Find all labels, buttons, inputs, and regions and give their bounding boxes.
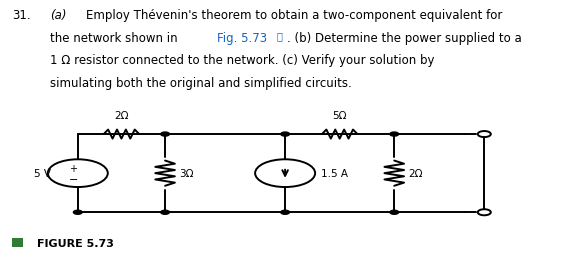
Text: . (b) Determine the power supplied to a: . (b) Determine the power supplied to a	[287, 31, 522, 44]
Text: ⧉: ⧉	[277, 31, 283, 41]
Circle shape	[161, 133, 170, 137]
Text: FIGURE 5.73: FIGURE 5.73	[37, 237, 114, 248]
FancyBboxPatch shape	[12, 238, 23, 247]
Text: +: +	[69, 164, 78, 173]
Text: −: −	[69, 175, 78, 185]
Text: Employ Thévenin's theorem to obtain a two-component equivalent for: Employ Thévenin's theorem to obtain a tw…	[86, 9, 503, 22]
Circle shape	[390, 133, 399, 137]
Text: 2Ω: 2Ω	[114, 111, 129, 121]
Text: 3Ω: 3Ω	[179, 168, 193, 179]
Text: 2Ω: 2Ω	[408, 168, 423, 179]
Circle shape	[390, 210, 399, 214]
Circle shape	[281, 210, 290, 214]
Text: 1 Ω resistor connected to the network. (c) Verify your solution by: 1 Ω resistor connected to the network. (…	[51, 54, 435, 67]
Text: (a): (a)	[51, 9, 67, 22]
Text: 5Ω: 5Ω	[332, 111, 347, 121]
Text: Fig. 5.73: Fig. 5.73	[217, 31, 267, 44]
Text: the network shown in: the network shown in	[51, 31, 182, 44]
Text: 1.5 A: 1.5 A	[321, 168, 347, 179]
Circle shape	[73, 210, 82, 214]
Text: 31.: 31.	[12, 9, 31, 22]
Circle shape	[281, 133, 290, 137]
Circle shape	[161, 210, 170, 214]
Text: simulating both the original and simplified circuits.: simulating both the original and simplif…	[51, 77, 352, 90]
Text: 5 V: 5 V	[34, 168, 51, 179]
